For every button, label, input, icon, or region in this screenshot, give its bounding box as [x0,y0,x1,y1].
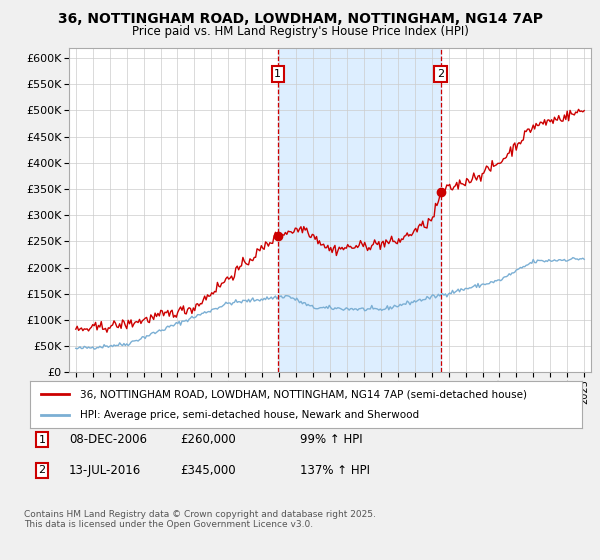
Text: 137% ↑ HPI: 137% ↑ HPI [300,464,370,477]
Text: 1: 1 [38,435,46,445]
Text: 36, NOTTINGHAM ROAD, LOWDHAM, NOTTINGHAM, NG14 7AP: 36, NOTTINGHAM ROAD, LOWDHAM, NOTTINGHAM… [58,12,542,26]
Text: 36, NOTTINGHAM ROAD, LOWDHAM, NOTTINGHAM, NG14 7AP (semi-detached house): 36, NOTTINGHAM ROAD, LOWDHAM, NOTTINGHAM… [80,389,527,399]
Text: Price paid vs. HM Land Registry's House Price Index (HPI): Price paid vs. HM Land Registry's House … [131,25,469,38]
Text: 2: 2 [437,69,444,79]
Bar [278,48,440,372]
Text: 08-DEC-2006: 08-DEC-2006 [69,433,147,446]
Text: £345,000: £345,000 [180,464,236,477]
Text: HPI: Average price, semi-detached house, Newark and Sherwood: HPI: Average price, semi-detached house,… [80,410,419,420]
Text: 2: 2 [38,465,46,475]
Text: 99% ↑ HPI: 99% ↑ HPI [300,433,362,446]
Text: 1: 1 [274,69,281,79]
Text: £260,000: £260,000 [180,433,236,446]
Text: 13-JUL-2016: 13-JUL-2016 [69,464,141,477]
Text: Contains HM Land Registry data © Crown copyright and database right 2025.
This d: Contains HM Land Registry data © Crown c… [24,510,376,529]
